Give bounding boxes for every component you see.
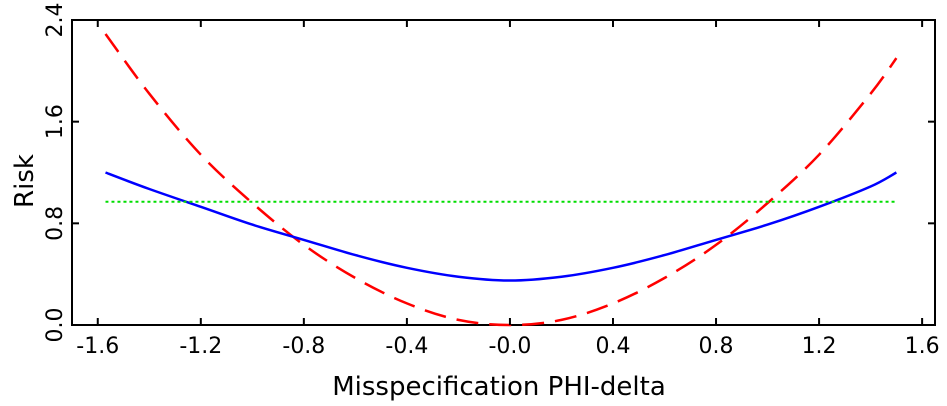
x-axis-title: Misspecification PHI-delta: [332, 372, 666, 402]
y-tick-label: 2.4: [43, 3, 68, 38]
series-line-solid: [105, 171, 898, 282]
x-tick-label: -1.2: [179, 334, 222, 359]
y-tick-label: 0.8: [43, 206, 68, 241]
y-tick-label: 0.0: [43, 308, 68, 343]
x-tick-label: 1.2: [802, 334, 837, 359]
x-tick-label: 0.8: [699, 334, 734, 359]
series-layer: [104, 33, 898, 327]
y-tick-label: 1.6: [43, 104, 68, 139]
y-axis-title: Risk: [10, 154, 40, 208]
x-tick-label: 1.6: [905, 334, 940, 359]
ticks-layer: -1.6 -1.2 -0.8 -0.4 -0.0 0.4 0.8 1.2 1.6 0.0 0.8 1.…: [43, 3, 940, 360]
x-tick-label: -0.0: [488, 334, 531, 359]
x-tick-label: -1.6: [76, 334, 119, 359]
x-tick-label: -0.8: [282, 334, 325, 359]
x-tick-label: 0.4: [595, 334, 630, 359]
x-tick-label: -0.4: [385, 334, 428, 359]
